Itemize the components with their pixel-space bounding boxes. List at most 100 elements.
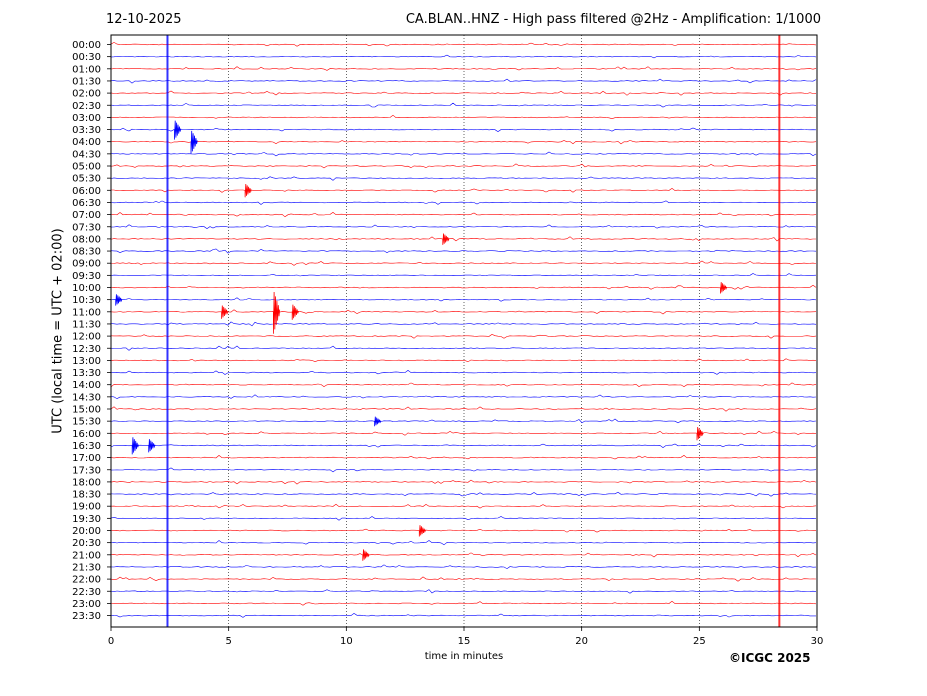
trace-02:30 bbox=[110, 102, 817, 108]
trace-12:30 bbox=[110, 345, 817, 351]
row-label: 23:30 bbox=[72, 611, 101, 622]
row-label: 23:00 bbox=[72, 599, 101, 610]
row-label: 15:30 bbox=[72, 417, 101, 428]
trace-21:30 bbox=[110, 564, 817, 570]
event-burst bbox=[190, 130, 198, 154]
trace-12:00 bbox=[110, 334, 817, 339]
event-burst bbox=[131, 437, 139, 455]
trace-17:00 bbox=[110, 455, 817, 460]
event-burst bbox=[374, 416, 382, 427]
trace-04:30 bbox=[110, 151, 817, 157]
x-tick-label: 0 bbox=[108, 636, 114, 647]
x-tick-label: 30 bbox=[811, 636, 824, 647]
event-burst bbox=[418, 525, 426, 537]
trace-13:00 bbox=[110, 358, 817, 363]
row-label: 03:30 bbox=[72, 125, 101, 136]
trace-20:00 bbox=[110, 528, 817, 533]
row-label: 00:00 bbox=[72, 40, 101, 51]
row-label: 16:00 bbox=[72, 429, 101, 440]
trace-15:30 bbox=[110, 418, 817, 424]
trace-13:30 bbox=[110, 370, 817, 375]
x-axis-label: time in minutes bbox=[424, 651, 504, 662]
x-tick-label: 25 bbox=[693, 636, 706, 647]
row-label: 05:30 bbox=[72, 174, 101, 185]
row-label: 09:30 bbox=[72, 271, 101, 282]
trace-02:00 bbox=[110, 90, 817, 96]
row-label: 21:30 bbox=[72, 562, 101, 573]
trace-07:00 bbox=[110, 212, 817, 218]
row-label: 04:00 bbox=[72, 137, 101, 148]
trace-20:30 bbox=[110, 540, 817, 546]
trace-07:30 bbox=[110, 224, 817, 229]
row-label: 02:30 bbox=[72, 101, 101, 112]
trace-14:00 bbox=[110, 382, 817, 388]
trace-06:30 bbox=[110, 200, 817, 205]
row-label: 10:00 bbox=[72, 283, 101, 294]
trace-06:00 bbox=[110, 188, 817, 193]
trace-05:30 bbox=[110, 176, 817, 181]
chart-title: CA.BLAN..HNZ - High pass filtered @2Hz -… bbox=[405, 12, 821, 27]
row-label: 14:00 bbox=[72, 380, 101, 391]
event-burst bbox=[696, 426, 704, 441]
trace-00:00 bbox=[110, 41, 817, 47]
row-label: 18:30 bbox=[72, 490, 101, 501]
trace-09:30 bbox=[110, 273, 817, 277]
plot-area bbox=[111, 35, 817, 627]
trace-10:30 bbox=[110, 297, 817, 302]
event-burst bbox=[244, 183, 252, 198]
row-label: 08:00 bbox=[72, 234, 101, 245]
trace-15:00 bbox=[110, 406, 817, 412]
row-label: 16:30 bbox=[72, 441, 101, 452]
trace-19:30 bbox=[110, 516, 817, 521]
trace-22:30 bbox=[110, 589, 817, 594]
row-label: 19:30 bbox=[72, 514, 101, 525]
row-label: 15:00 bbox=[72, 405, 101, 416]
row-label: 13:30 bbox=[72, 368, 101, 379]
row-label: 01:00 bbox=[72, 64, 101, 75]
trace-08:00 bbox=[110, 236, 816, 242]
row-label: 13:00 bbox=[72, 356, 101, 367]
x-tick-label: 10 bbox=[340, 636, 353, 647]
trace-17:30 bbox=[110, 467, 817, 473]
trace-14:30 bbox=[110, 394, 817, 400]
trace-08:30 bbox=[110, 248, 817, 254]
trace-01:00 bbox=[110, 66, 817, 71]
trace-18:00 bbox=[110, 479, 817, 485]
row-label: 12:00 bbox=[72, 332, 101, 343]
row-label: 21:00 bbox=[72, 550, 101, 561]
row-label: 10:30 bbox=[72, 295, 101, 306]
event-burst bbox=[362, 549, 370, 561]
trace-03:00 bbox=[110, 114, 816, 120]
event-burst bbox=[442, 233, 450, 245]
row-label: 07:00 bbox=[72, 210, 101, 221]
trace-16:30 bbox=[110, 443, 817, 448]
event-burst bbox=[115, 294, 123, 306]
trace-01:30 bbox=[110, 78, 817, 84]
trace-10:00 bbox=[110, 284, 817, 290]
row-label: 04:30 bbox=[72, 149, 101, 160]
row-label: 07:30 bbox=[72, 222, 101, 233]
row-label: 06:00 bbox=[72, 186, 101, 197]
trace-11:00 bbox=[110, 309, 817, 315]
copyright: ©ICGC 2025 bbox=[729, 651, 811, 665]
row-label: 11:00 bbox=[72, 307, 101, 318]
x-tick-label: 15 bbox=[458, 636, 471, 647]
row-label: 14:30 bbox=[72, 392, 101, 403]
event-burst bbox=[148, 439, 156, 453]
row-label: 08:30 bbox=[72, 247, 101, 258]
trace-18:30 bbox=[110, 491, 817, 497]
row-label: 11:30 bbox=[72, 319, 101, 330]
row-label: 12:30 bbox=[72, 344, 101, 355]
row-label: 06:30 bbox=[72, 198, 101, 209]
row-label: 19:00 bbox=[72, 502, 101, 513]
row-label: 05:00 bbox=[72, 162, 101, 173]
trace-22:00 bbox=[110, 576, 817, 582]
trace-21:00 bbox=[110, 552, 817, 558]
row-label: 17:00 bbox=[72, 453, 101, 464]
row-label: 01:30 bbox=[72, 76, 101, 87]
trace-00:30 bbox=[110, 54, 817, 59]
row-label: 09:00 bbox=[72, 259, 101, 270]
row-label: 22:30 bbox=[72, 587, 101, 598]
row-label: 02:00 bbox=[72, 89, 101, 100]
